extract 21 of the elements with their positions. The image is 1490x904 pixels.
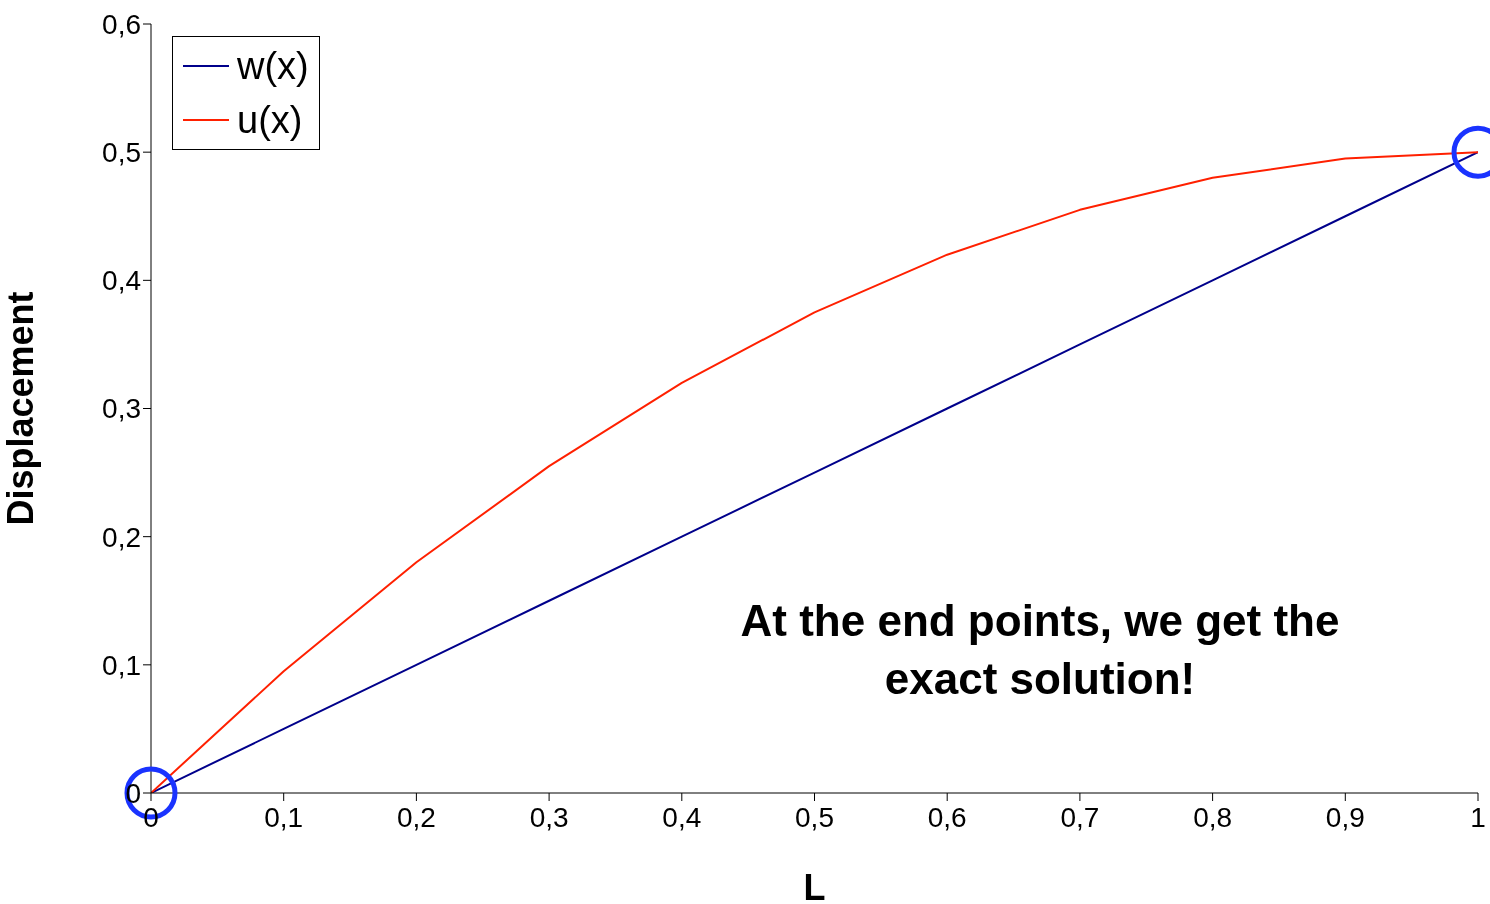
legend-label: w(x) bbox=[237, 44, 309, 88]
x-tick-label: 0,3 bbox=[529, 801, 569, 833]
y-tick-label: 0,4 bbox=[102, 265, 141, 297]
x-tick-label: 0,2 bbox=[396, 801, 436, 833]
x-tick-label: 0,4 bbox=[662, 801, 702, 833]
x-tick-label: 0,1 bbox=[264, 801, 304, 833]
x-tick-label: 0,6 bbox=[927, 801, 967, 833]
y-tick-label: 0,1 bbox=[102, 649, 141, 681]
x-tick-label: 0,5 bbox=[795, 801, 834, 833]
y-axis-title: Displacement bbox=[0, 291, 41, 526]
y-tick-label: 0,6 bbox=[102, 8, 141, 40]
y-tick-label: 0,3 bbox=[102, 393, 141, 425]
x-tick-label: 1 bbox=[1470, 801, 1486, 833]
x-tick-label: 0,8 bbox=[1193, 801, 1233, 833]
y-tick-label: 0,2 bbox=[102, 521, 141, 553]
x-tick-label: 0,9 bbox=[1325, 801, 1365, 833]
x-axis-title: L bbox=[803, 867, 826, 904]
annotation: At the end points, we get the exact solution! bbox=[739, 595, 1341, 705]
legend-label: u(x) bbox=[237, 98, 303, 142]
x-tick-label: 0,7 bbox=[1060, 801, 1100, 833]
y-tick-label: 0,5 bbox=[102, 137, 141, 169]
